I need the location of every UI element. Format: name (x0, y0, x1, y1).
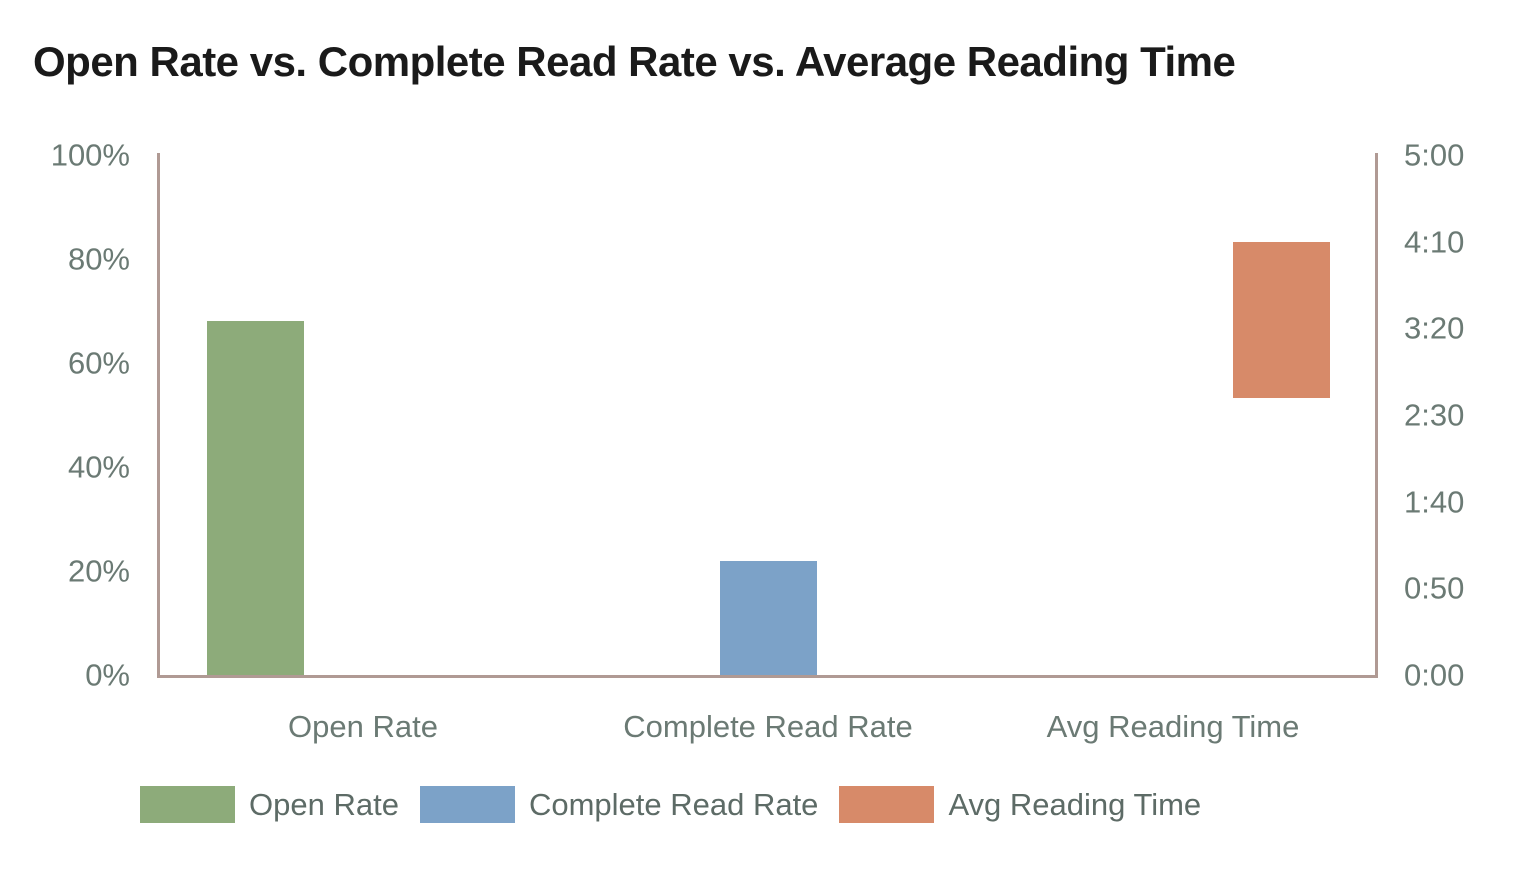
x-axis-line (157, 675, 1378, 678)
bar-avg-reading-time (1232, 241, 1330, 398)
y-axis-right-line (1375, 153, 1378, 678)
legend-label-open-rate: Open Rate (249, 787, 399, 822)
y-axis-right-tick-label: 0:50 (1404, 570, 1465, 606)
y-axis-right-tick-label: 2:30 (1404, 397, 1465, 433)
y-axis-right-tick-label: 1:40 (1404, 484, 1465, 520)
y-axis-left-tick-label: 40% (67, 449, 130, 485)
x-axis-category-label-avg-reading-time: Avg Reading Time (1046, 709, 1300, 744)
legend-item-complete-read-rate: Complete Read Rate (419, 786, 819, 823)
y-axis-left-tick-label: 20% (67, 553, 130, 589)
y-axis-left-tick-label: 0% (85, 657, 130, 693)
legend: Open Rate Complete Read Rate Avg Reading T… (140, 786, 1222, 823)
legend-label-complete-read-rate: Complete Read Rate (528, 787, 819, 822)
legend-swatch-complete-read-rate (419, 786, 515, 823)
legend-swatch-avg-reading-time (839, 786, 935, 823)
legend-label-avg-reading-time: Avg Reading Time (948, 787, 1202, 822)
chart-title: Open Rate vs. Complete Read Rate vs. Ave… (33, 38, 1236, 85)
y-axis-right-tick-label: 3:20 (1404, 310, 1465, 346)
y-axis-left-line (157, 153, 160, 678)
x-axis-category-label-open-rate: Open Rate (288, 709, 438, 744)
legend-item-avg-reading-time: Avg Reading Time (839, 786, 1201, 823)
y-axis-right-tick-label: 0:00 (1404, 657, 1465, 693)
y-axis-right-tick-label: 4:10 (1404, 224, 1465, 260)
y-axis-left-tick-label: 80% (67, 241, 130, 277)
legend-item-open-rate: Open Rate (140, 786, 399, 823)
y-axis-left-tick-label: 60% (67, 345, 130, 381)
legend-swatch-open-rate (140, 786, 235, 823)
y-axis-right-tick-label: 5:00 (1404, 137, 1465, 173)
bar-complete-read-rate (719, 560, 817, 675)
y-axis-left-tick-label: 100% (50, 137, 130, 173)
x-axis-category-label-complete-read-rate: Complete Read Rate (623, 709, 913, 744)
bar-open-rate (206, 321, 304, 675)
